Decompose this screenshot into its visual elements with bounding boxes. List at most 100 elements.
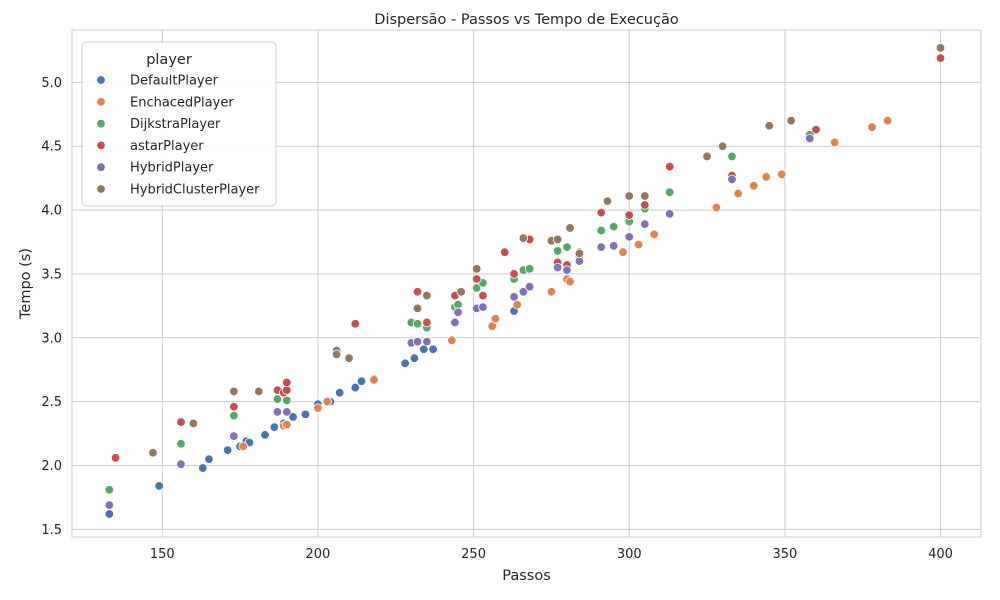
point-enchacedplayer — [490, 313, 501, 324]
point-enchacedplayer — [238, 441, 248, 452]
legend-box — [81, 41, 277, 207]
point-defaultplayer — [260, 430, 270, 440]
point-defaultplayer — [300, 409, 311, 420]
point-dijkstraplayer — [608, 221, 619, 232]
x-tick-label: 150 — [150, 547, 175, 562]
point-enchacedplayer — [761, 172, 771, 182]
x-tick-label: 300 — [617, 547, 642, 562]
point-enchacedplayer — [546, 287, 557, 297]
point-dijkstraplayer — [664, 187, 675, 197]
point-hybridplayer — [664, 209, 675, 219]
point-dijkstraplayer — [552, 246, 563, 256]
point-hybridclusterplayer — [935, 43, 946, 53]
point-enchacedplayer — [565, 276, 575, 287]
point-hybridplayer — [282, 407, 292, 417]
x-axis-label: Passos — [502, 568, 551, 584]
point-hybridplayer — [104, 500, 115, 510]
point-astarplayer — [640, 200, 650, 210]
point-enchacedplayer — [447, 335, 457, 346]
y-tick-label: 3.5 — [41, 267, 62, 282]
point-hybridclusterplayer — [764, 121, 775, 131]
tick-labels: 150 200 250 300 350 400 1.5 2.0 2.5 3.0 3.5 4.0 4.5 5… — [41, 76, 953, 562]
point-defaultplayer — [350, 382, 360, 393]
point-defaultplayer — [269, 422, 280, 432]
legend-marker — [96, 75, 106, 85]
point-hybridplayer — [229, 431, 239, 441]
legend-marker — [96, 184, 106, 194]
point-hybridplayer — [453, 307, 463, 317]
y-tick-label: 4.0 — [41, 204, 62, 219]
point-defaultplayer — [222, 445, 233, 455]
point-enchacedplayer — [322, 396, 332, 407]
point-defaultplayer — [104, 509, 115, 519]
point-defaultplayer — [428, 344, 438, 354]
point-astarplayer — [282, 377, 292, 388]
point-dijkstraplayer — [727, 151, 737, 162]
point-enchacedplayer — [733, 188, 743, 199]
chart-title: Dispersão - Passos vs Tempo de Execução — [374, 12, 679, 28]
point-hybridplayer — [272, 407, 283, 417]
point-hybridclusterplayer — [456, 287, 466, 297]
point-hybridclusterplayer — [229, 386, 239, 397]
point-hybridclusterplayer — [471, 264, 482, 274]
point-astarplayer — [422, 317, 432, 328]
point-enchacedplayer — [369, 375, 379, 385]
y-tick-label: 5.0 — [41, 76, 62, 91]
point-dijkstraplayer — [412, 319, 423, 329]
point-enchacedplayer — [633, 239, 644, 250]
data-points — [104, 43, 946, 519]
point-hybridplayer — [552, 262, 563, 273]
point-defaultplayer — [356, 376, 367, 386]
point-astarplayer — [664, 161, 675, 172]
point-defaultplayer — [204, 454, 214, 464]
point-dijkstraplayer — [562, 242, 572, 252]
point-hybridclusterplayer — [552, 234, 563, 245]
legend-marker — [96, 162, 106, 172]
legend-label: HybridClusterPlayer — [130, 183, 260, 198]
point-hybridclusterplayer — [188, 418, 199, 429]
point-hybridclusterplayer — [254, 386, 264, 397]
point-hybridclusterplayer — [717, 141, 728, 151]
legend-title: player — [146, 52, 192, 68]
point-dijkstraplayer — [596, 225, 606, 236]
point-astarplayer — [935, 53, 946, 63]
point-astarplayer — [229, 402, 239, 412]
point-enchacedplayer — [867, 122, 877, 132]
point-hybridclusterplayer — [422, 290, 432, 301]
point-enchacedplayer — [313, 403, 323, 413]
y-tick-label: 4.5 — [41, 140, 62, 155]
legend: player DefaultPlayer EnchacedPlayer Dijkst… — [81, 41, 277, 207]
legend-label: astarPlayer — [130, 139, 204, 154]
point-hybridclusterplayer — [518, 233, 529, 243]
point-hybridclusterplayer — [602, 196, 613, 206]
point-astarplayer — [500, 247, 510, 257]
point-hybridclusterplayer — [565, 223, 575, 233]
legend-label: EnchacedPlayer — [130, 95, 234, 110]
point-defaultplayer — [154, 481, 164, 491]
legend-label: DefaultPlayer — [130, 74, 219, 89]
point-hybridplayer — [478, 302, 488, 312]
point-hybridclusterplayer — [148, 448, 158, 458]
point-hybridclusterplayer — [344, 353, 354, 363]
point-hybridplayer — [422, 336, 432, 347]
point-enchacedplayer — [777, 169, 787, 180]
point-enchacedplayer — [618, 247, 628, 257]
legend-marker — [96, 97, 106, 107]
point-astarplayer — [811, 124, 821, 135]
grid — [72, 30, 981, 537]
point-hybridplayer — [509, 292, 519, 302]
point-hybridplayer — [176, 459, 186, 469]
point-hybridplayer — [805, 133, 815, 144]
point-hybridclusterplayer — [574, 248, 585, 259]
point-hybridplayer — [624, 232, 634, 242]
point-hybridplayer — [524, 281, 535, 292]
point-dijkstraplayer — [176, 439, 186, 449]
point-hybridclusterplayer — [640, 191, 650, 201]
point-hybridclusterplayer — [786, 115, 796, 126]
point-enchacedplayer — [829, 137, 840, 148]
point-hybridplayer — [608, 241, 619, 251]
point-hybridclusterplayer — [702, 151, 712, 162]
legend-marker — [96, 118, 106, 129]
y-axis-label: Tempo (s) — [18, 248, 34, 320]
point-defaultplayer — [198, 463, 208, 473]
